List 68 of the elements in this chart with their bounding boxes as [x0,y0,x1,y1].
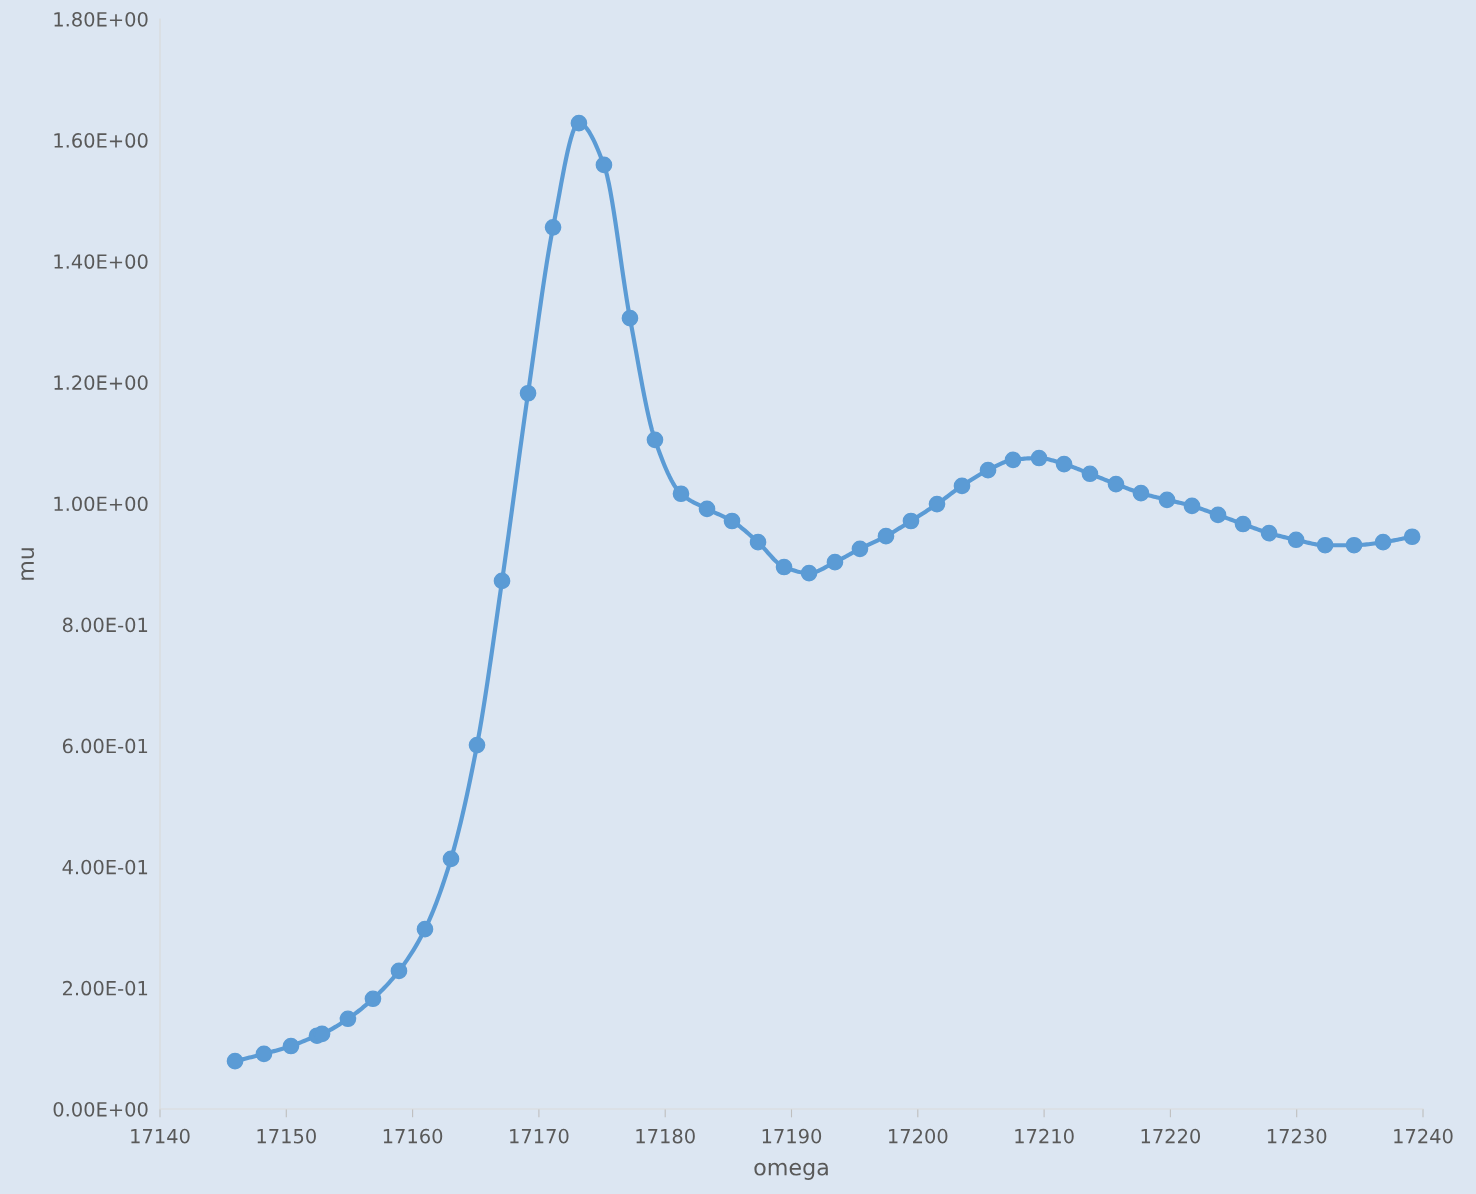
x-axis-title: omega [754,1162,828,1180]
x-tick-label: 17230 [1267,1128,1327,1144]
y-tick-label: 1.80E+00 [54,11,148,27]
y-axis-title: mu [21,548,35,580]
x-tick-label: 17160 [383,1128,443,1144]
point [1055,455,1073,473]
point [1183,497,1201,515]
point [1081,465,1099,483]
point [1107,475,1125,493]
point [1209,506,1227,524]
point [775,558,793,576]
point [570,114,588,132]
point [1234,515,1252,533]
point [1004,451,1022,469]
y-tick-label: 0.00E+00 [53,1101,148,1117]
point [698,500,716,518]
y-tick-label: 1.60E+00 [54,133,148,148]
x-tick-label: 17240 [1394,1128,1453,1144]
y-tick-label: 1.00E+00 [54,496,148,512]
point [621,309,639,327]
point [544,218,562,236]
y-tick-label: 8.00E-01 [62,617,148,633]
point [979,461,997,479]
point [282,1037,300,1055]
point [1287,531,1305,549]
point [672,485,690,503]
point [800,564,818,582]
point [877,527,895,545]
point [1260,524,1278,542]
point [416,920,434,938]
point [902,512,920,530]
point [749,533,767,551]
point [339,1010,357,1028]
point [1316,536,1334,554]
y-tick-label: 1.40E+00 [54,254,148,269]
point [1403,528,1421,546]
point [1132,484,1150,502]
x-tick-label: 17190 [762,1128,822,1144]
point [953,477,971,495]
x-tick-label: 17200 [889,1128,948,1144]
point [226,1052,244,1070]
x-tick-label: 17210 [1015,1128,1074,1144]
x-tick-label: 17180 [636,1128,695,1144]
point [1030,449,1048,467]
point [364,990,382,1008]
point [390,962,408,980]
point [1374,533,1392,551]
x-tick-label: 17170 [510,1128,569,1144]
point [851,540,869,558]
point [1345,536,1363,554]
point [442,850,460,868]
point [826,553,844,571]
point [595,156,613,174]
point [255,1045,273,1063]
point [928,495,946,513]
point [646,431,664,449]
x-tick-label: 17140 [131,1128,190,1144]
x-tick-label: 17150 [257,1128,316,1144]
point [468,736,486,754]
point [723,512,741,530]
y-tick-label: 6.00E-01 [62,738,148,754]
point [519,384,537,402]
y-tick-label: 1.20E+00 [54,375,148,390]
point [1158,491,1176,509]
y-tick-label: 2.00E-01 [62,980,148,996]
y-tick-label: 4.00E-01 [62,859,148,875]
x-tick-label: 17220 [1141,1128,1201,1144]
point [493,572,511,590]
